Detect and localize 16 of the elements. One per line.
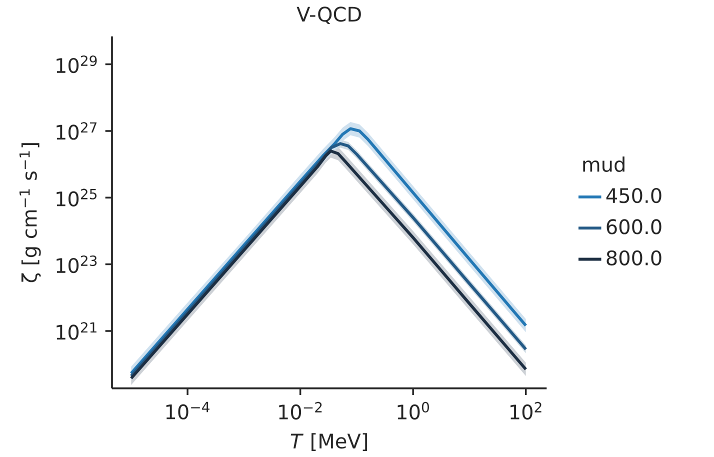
legend-label: 600.0	[606, 219, 662, 234]
y-tick-label: 10$^{25}$	[56, 188, 96, 206]
legend-title: mud	[583, 156, 624, 172]
chart-title: V-QCD	[296, 6, 361, 24]
y-tick-label: 10$^{21}$	[56, 322, 96, 340]
y-axis-title: ζ [g cm$^{−1}$ s$^{−1}$]	[19, 143, 41, 282]
y-tick-label: 10$^{29}$	[56, 55, 97, 74]
legend-label: 450.0	[606, 188, 662, 204]
y-tick-label: 10$^{27}$	[56, 122, 97, 140]
legend-label: 800.0	[606, 250, 662, 266]
x-axis-title: T [MeV]	[290, 433, 367, 451]
x-tick-label: 10$^{2}$	[510, 402, 542, 420]
x-tick-label: 10$^{0}$	[398, 402, 429, 420]
y-tick-label: 10$^{23}$	[56, 255, 97, 274]
x-tick-label: 10$^{−2}$	[279, 402, 322, 420]
x-tick-label: 10$^{−4}$	[166, 402, 210, 420]
